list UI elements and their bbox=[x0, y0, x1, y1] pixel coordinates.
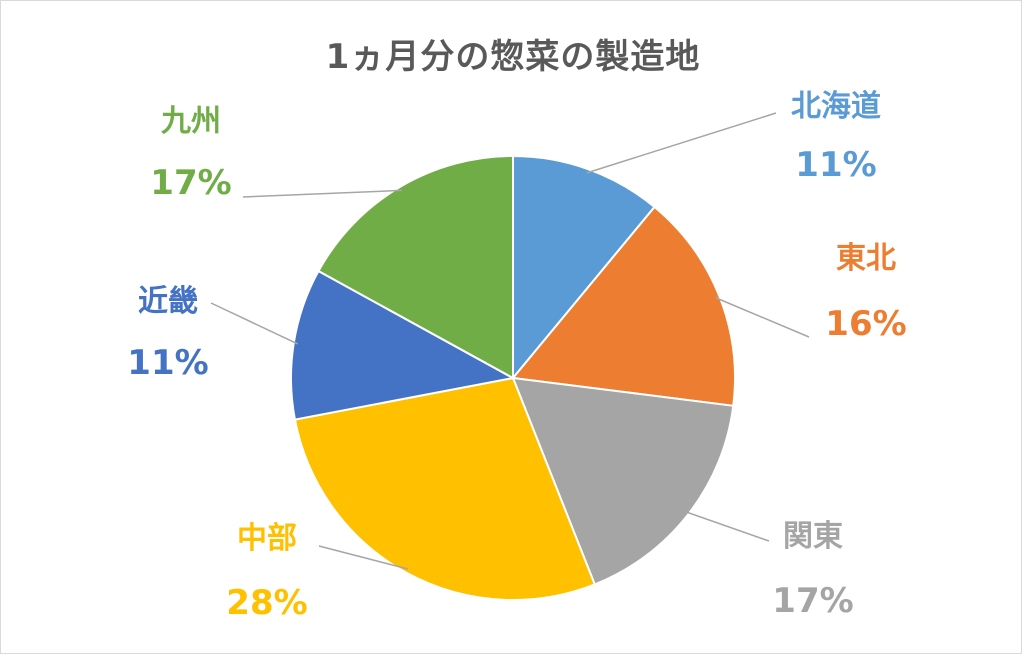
slice-value-kanto: 17% bbox=[772, 581, 854, 621]
pie-slices bbox=[290, 154, 736, 601]
slice-label-kinki: 近畿 bbox=[138, 284, 198, 319]
slice-label-kyushu: 九州 bbox=[161, 104, 221, 139]
pie-slice-tohoku bbox=[511, 205, 736, 407]
pie-slice-kanto bbox=[511, 376, 735, 586]
pie-slice-kyushu bbox=[317, 154, 514, 380]
pie-slice-kinki bbox=[290, 269, 516, 421]
slice-value-tohoku: 16% bbox=[825, 304, 907, 344]
slice-value-kinki: 11% bbox=[127, 343, 209, 383]
slice-label-chubu: 中部 bbox=[237, 521, 297, 556]
slice-label-tohoku: 東北 bbox=[836, 241, 896, 276]
slice-label-hokkaido: 北海道 bbox=[791, 89, 881, 124]
slice-label-kanto: 関東 bbox=[783, 519, 843, 554]
leader-line-tohoku bbox=[715, 297, 810, 338]
chart-title: 1ヵ月分の惣菜の製造地 bbox=[325, 37, 701, 77]
leader-line-chubu bbox=[318, 545, 409, 570]
leader-line-kanto bbox=[685, 510, 770, 542]
slice-value-chubu: 28% bbox=[226, 583, 308, 623]
leader-line-kinki bbox=[210, 302, 299, 345]
slice-value-hokkaido: 11% bbox=[795, 145, 877, 185]
leader-line-kyushu bbox=[242, 189, 403, 198]
pie-slice-hokkaido bbox=[512, 154, 656, 381]
pie-slice-chubu bbox=[293, 376, 597, 601]
leader-lines bbox=[210, 112, 810, 570]
leader-line-hokkaido bbox=[586, 112, 777, 174]
slice-value-kyushu: 17% bbox=[150, 163, 232, 203]
